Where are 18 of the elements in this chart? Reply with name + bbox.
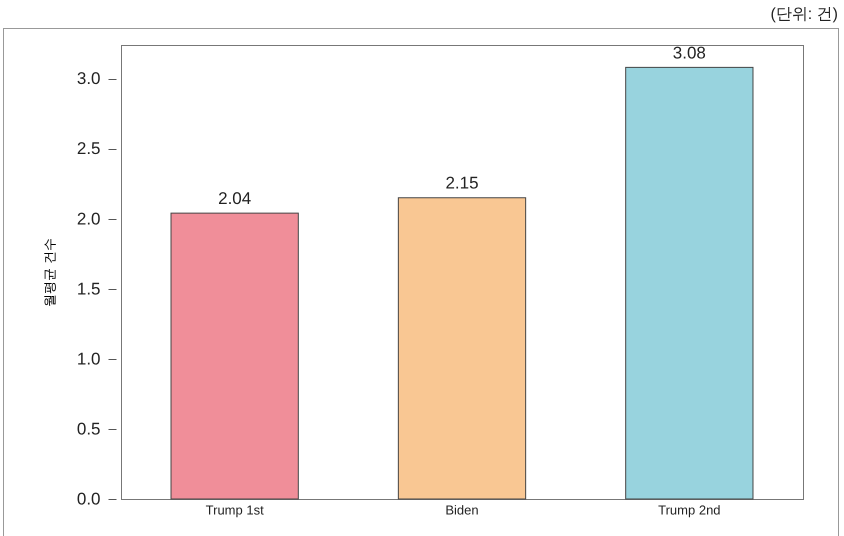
x-tick-label: Trump 2nd — [658, 502, 721, 518]
y-tick-label: 1.0 — [76, 349, 100, 368]
y-tick-label: 2.5 — [76, 139, 100, 158]
y-tick-label: 3.0 — [76, 69, 100, 88]
x-tick-label: Trump 1st — [206, 502, 264, 518]
y-axis-title: 월평균 건수 — [42, 238, 58, 308]
y-tick-label: 1.5 — [76, 279, 100, 298]
y-tick-label: 0.0 — [76, 490, 100, 508]
bar — [398, 197, 526, 500]
y-tick-label: 0.5 — [76, 419, 100, 438]
y-tick-label: 2.0 — [76, 209, 100, 228]
data-label: 3.08 — [672, 43, 706, 62]
bar — [170, 212, 299, 500]
data-label: 2.04 — [218, 189, 252, 208]
x-tick-label: Biden — [445, 502, 479, 518]
text: (단위: 건) — [770, 5, 838, 25]
bar — [625, 66, 754, 500]
data-label: 2.15 — [445, 174, 479, 193]
